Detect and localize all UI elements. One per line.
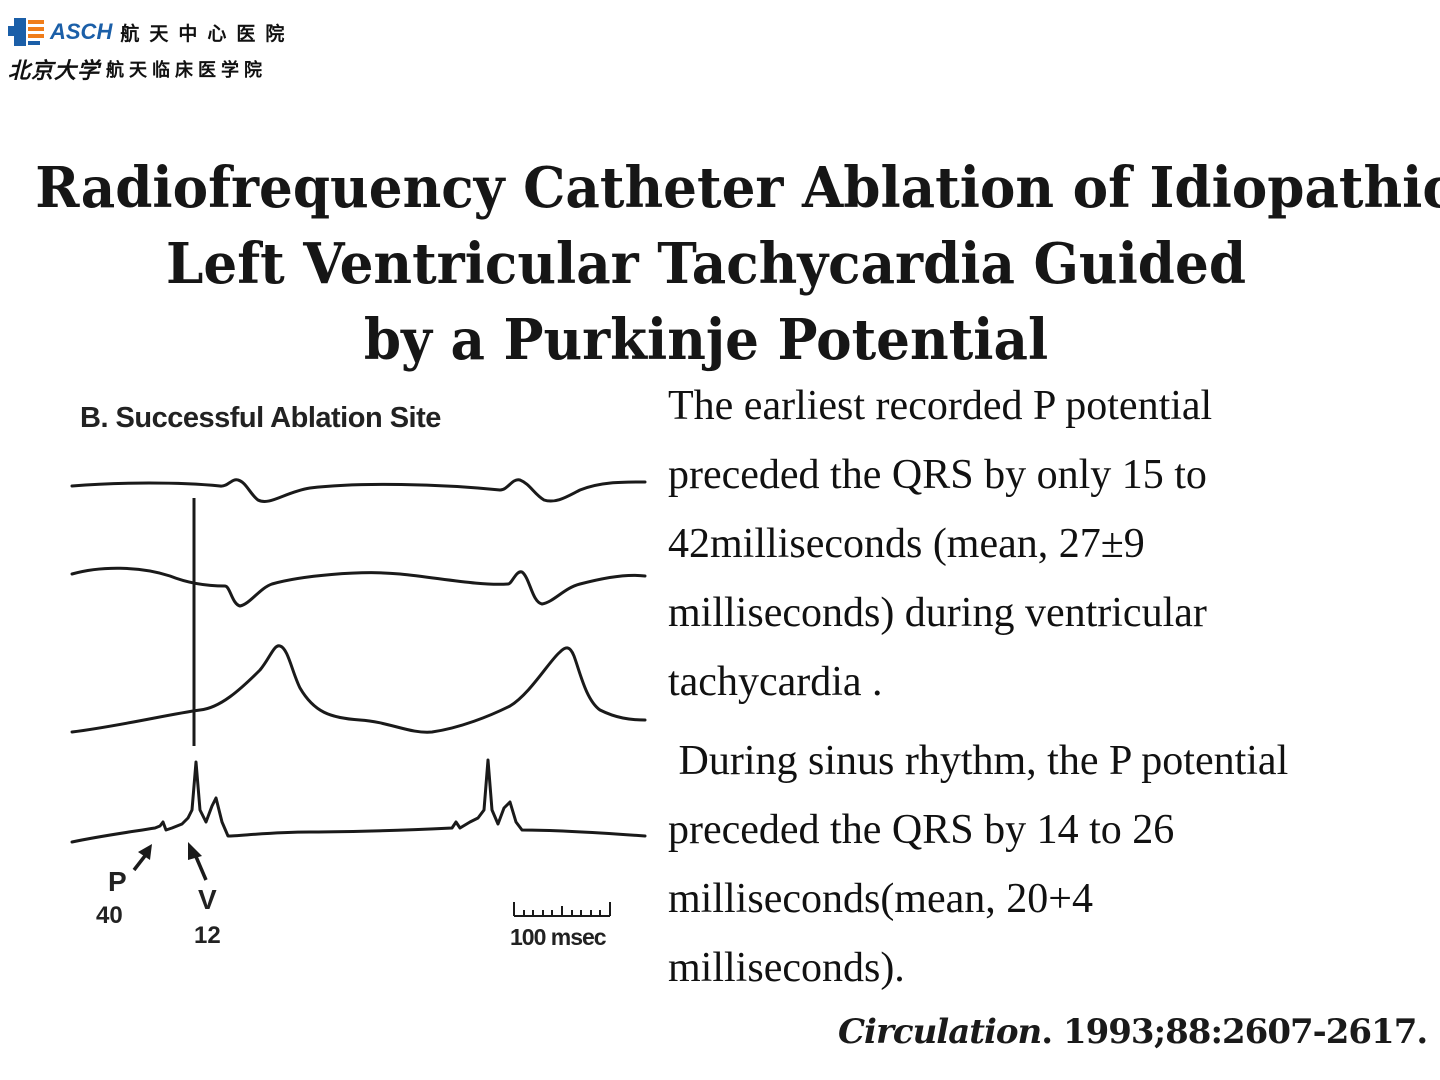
asch-cross-icon <box>8 18 44 46</box>
text-line: milliseconds). <box>668 945 905 991</box>
logo-university-name: 北京大学 <box>8 58 101 84</box>
text-line: milliseconds(mean, 20+4 <box>668 876 1093 922</box>
logo-college-name: 航天临床医学院 <box>106 60 268 81</box>
logo-row-bottom: 北京大学 航天临床医学院 <box>8 54 267 84</box>
ecg-trace-3 <box>70 644 647 734</box>
text-line: preceded the QRS by only 15 to <box>668 452 1207 498</box>
title-line-2: Left Ventricular Tachycardia Guided <box>165 231 1247 297</box>
p-label: P <box>108 866 127 897</box>
body-text: The earliest recorded P potential preced… <box>668 372 1388 1003</box>
ecg-tracings <box>70 478 647 917</box>
text-line: milliseconds) during ventricular <box>668 590 1207 636</box>
logo-asch-text: ASCH <box>50 19 113 44</box>
ecg-trace-2 <box>70 566 647 608</box>
citation-journal: Circulation <box>838 1012 1042 1052</box>
text-line: During sinus rhythm, the P potential <box>668 738 1289 784</box>
ecg-trace-4 <box>70 758 647 844</box>
v-arrow-icon <box>188 842 208 881</box>
time-scale-bar <box>513 902 611 917</box>
text-line: preceded the QRS by 14 to 26 <box>668 807 1175 853</box>
hospital-logo: ASCH 航天中心医院 北京大学 航天临床医学院 <box>8 10 318 90</box>
ecg-trace-1 <box>70 478 647 503</box>
citation-details: . 1993;88:2607-2617. <box>1041 1012 1428 1052</box>
v-value: 12 <box>194 922 221 949</box>
p-arrow-icon <box>132 844 152 872</box>
logo-row-top: ASCH 航天中心医院 <box>8 14 294 50</box>
citation: Circulation. 1993;88:2607-2617. <box>838 1012 1428 1052</box>
title-line-3: by a Purkinje Potential <box>363 307 1049 373</box>
paragraph-ventricular-tachycardia: The earliest recorded P potential preced… <box>668 372 1388 717</box>
text-line: 42milliseconds (mean, 27±9 <box>668 521 1145 567</box>
slide-title: Radiofrequency Catheter Ablation of Idio… <box>35 150 1440 378</box>
paragraph-sinus-rhythm: During sinus rhythm, the P potential pre… <box>668 727 1388 1003</box>
v-label: V <box>198 884 217 915</box>
figure-label: B. Successful Ablation Site <box>80 402 441 434</box>
title-line-1: Radiofrequency Catheter Ablation of Idio… <box>35 155 1440 221</box>
text-line: The earliest recorded P potential <box>668 383 1213 429</box>
ecg-figure: B. Successful Ablation Site P 40 V 12 10… <box>60 390 660 970</box>
scale-label: 100 msec <box>510 924 607 950</box>
logo-hospital-name: 航天中心医院 <box>120 22 295 45</box>
p-value: 40 <box>96 902 123 929</box>
text-line: tachycardia . <box>668 659 883 705</box>
